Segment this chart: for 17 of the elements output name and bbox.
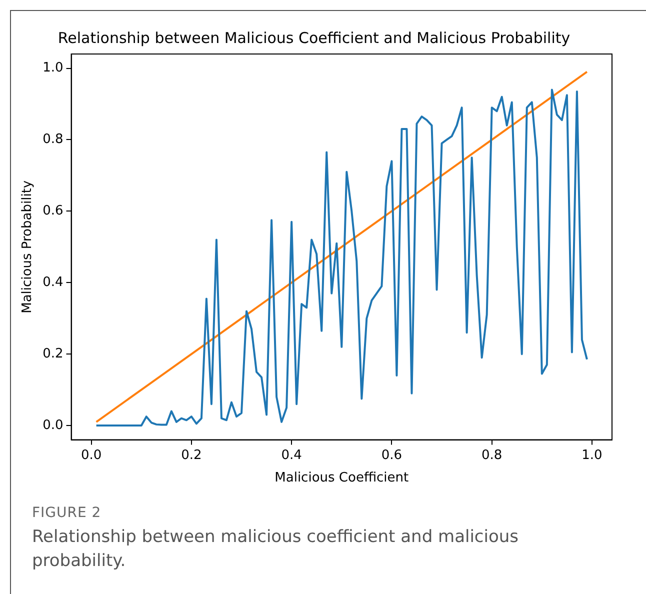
text: Relationship between malicious coefficient and malicious probability. (32, 526, 520, 573)
x-tick-label: 0.4 (281, 448, 302, 463)
y-tick-label: 0.0 (42, 418, 64, 433)
y-axis-title: Malicious Probability (20, 180, 36, 314)
y-tick-label: 0.6 (42, 204, 64, 219)
y-tick-label: 0.4 (42, 274, 64, 290)
x-axis-title: Malicious Coefficient (274, 470, 409, 486)
y-tick-label: 0.8 (42, 132, 64, 148)
x-tick-label: 1.0 (582, 448, 602, 463)
chart-title: Relationship between Malicious Coefficient and Malicious Probability (58, 28, 570, 47)
x-tick-label: 0.0 (80, 448, 102, 463)
x-tick-label: 0.8 (481, 448, 502, 463)
y-tick-label: 0.2 (42, 346, 64, 362)
x-tick-label: 0.6 (381, 448, 402, 463)
caption: FIGURE 2 (32, 505, 102, 521)
y-tick-label: 1.0 (42, 60, 64, 76)
x-tick-label: 0.2 (181, 448, 202, 463)
